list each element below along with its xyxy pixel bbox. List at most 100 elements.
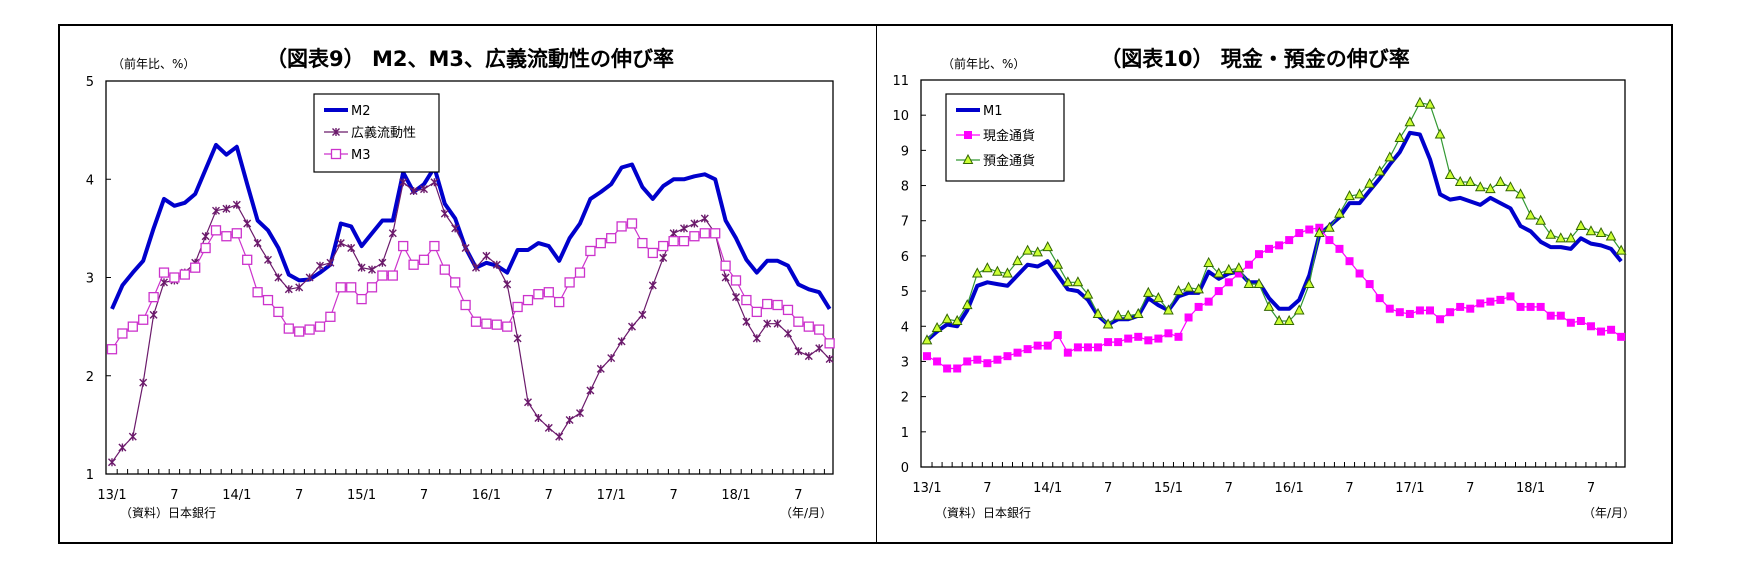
data-point bbox=[815, 344, 824, 353]
data-point bbox=[699, 228, 710, 239]
data-point bbox=[803, 321, 814, 332]
legend-label: 広義流動性 bbox=[351, 125, 416, 141]
data-point bbox=[983, 359, 992, 368]
data-point bbox=[430, 178, 439, 187]
data-point bbox=[1173, 285, 1184, 296]
data-point bbox=[398, 240, 409, 252]
data-point bbox=[534, 413, 543, 422]
data-point bbox=[1556, 311, 1565, 320]
data-point bbox=[1223, 263, 1235, 274]
data-point bbox=[1114, 338, 1123, 347]
data-point bbox=[210, 225, 222, 236]
data-point bbox=[710, 228, 721, 239]
data-point bbox=[933, 357, 942, 366]
y-tick-label: 3 bbox=[86, 272, 94, 287]
data-point bbox=[1213, 267, 1225, 278]
data-point bbox=[1283, 314, 1295, 325]
data-point bbox=[1585, 225, 1597, 236]
data-point bbox=[1134, 332, 1143, 341]
data-point bbox=[793, 316, 804, 327]
data-point bbox=[1033, 341, 1042, 350]
data-point bbox=[659, 253, 668, 262]
data-point bbox=[399, 178, 408, 187]
data-point bbox=[628, 322, 636, 331]
data-point bbox=[544, 423, 553, 432]
data-point bbox=[1154, 334, 1163, 343]
y-tick-label: 9 bbox=[901, 144, 909, 159]
data-point bbox=[212, 206, 220, 215]
data-point bbox=[222, 204, 231, 213]
data-point bbox=[1605, 230, 1617, 241]
data-point bbox=[387, 270, 398, 281]
data-point bbox=[1104, 338, 1113, 347]
x-tick-label: 17/1 bbox=[597, 488, 626, 503]
x-tick-label: 7 bbox=[669, 488, 677, 503]
data-point bbox=[1565, 232, 1577, 243]
series-1 bbox=[923, 223, 1626, 373]
data-point bbox=[160, 278, 168, 287]
data-point bbox=[555, 432, 564, 441]
series-line-2 bbox=[111, 222, 831, 350]
data-point bbox=[647, 247, 658, 259]
data-point bbox=[1042, 241, 1054, 252]
data-point bbox=[264, 255, 272, 264]
data-point bbox=[503, 280, 512, 289]
data-point bbox=[253, 239, 262, 248]
data-point bbox=[680, 224, 688, 233]
y-tick-label: 10 bbox=[892, 109, 909, 124]
data-point bbox=[325, 311, 336, 322]
data-point bbox=[1062, 276, 1074, 287]
data-point bbox=[1285, 236, 1294, 245]
data-point bbox=[368, 265, 376, 274]
data-point bbox=[1436, 315, 1445, 324]
legend-label: M1 bbox=[983, 104, 1003, 119]
data-point bbox=[1414, 96, 1426, 107]
data-point bbox=[1385, 304, 1394, 313]
data-point bbox=[149, 310, 158, 319]
x-tick-label: 7 bbox=[1345, 481, 1353, 496]
data-point bbox=[1615, 244, 1627, 255]
series-1 bbox=[108, 178, 834, 467]
data-point bbox=[429, 240, 440, 252]
y-tick-label: 6 bbox=[901, 250, 909, 265]
x-tick-label: 7 bbox=[1466, 481, 1474, 496]
data-point bbox=[700, 214, 709, 223]
data-point bbox=[1456, 302, 1465, 311]
data-point bbox=[1184, 313, 1193, 322]
chart2-title: （図表10） 現金・預金の伸び率 bbox=[1100, 47, 1410, 71]
y-tick-label: 2 bbox=[901, 391, 909, 406]
data-point bbox=[335, 282, 346, 293]
data-point bbox=[1474, 181, 1486, 192]
data-point bbox=[1092, 307, 1104, 318]
y-tick-label: 8 bbox=[901, 180, 909, 195]
data-point bbox=[668, 235, 679, 247]
x-tick-label: 7 bbox=[1225, 481, 1233, 496]
data-point bbox=[524, 398, 532, 407]
y-tick-label: 4 bbox=[901, 320, 909, 335]
legend-swatch-marker bbox=[332, 128, 340, 136]
data-point bbox=[522, 294, 534, 306]
data-point bbox=[824, 338, 835, 349]
data-point bbox=[1586, 322, 1595, 331]
x-tick-label: 18/1 bbox=[1516, 481, 1545, 496]
data-point bbox=[1486, 297, 1495, 306]
x-tick-label: 7 bbox=[170, 488, 178, 503]
data-point bbox=[1434, 128, 1446, 139]
x-tick-label: 7 bbox=[794, 488, 802, 503]
data-point bbox=[678, 235, 690, 247]
data-point bbox=[1344, 190, 1355, 201]
data-point bbox=[356, 293, 367, 305]
data-point bbox=[1365, 280, 1374, 289]
chart2-source: （資料）日本銀行 bbox=[935, 506, 1031, 520]
legend: M2 広義流動性 M3 bbox=[313, 93, 440, 173]
data-point bbox=[1354, 188, 1365, 199]
data-point bbox=[169, 272, 180, 283]
series-2 bbox=[106, 218, 835, 355]
y-tick-label: 0 bbox=[901, 461, 909, 476]
data-point bbox=[357, 263, 366, 272]
data-point bbox=[1446, 308, 1455, 317]
data-point bbox=[658, 240, 669, 252]
data-point bbox=[502, 321, 513, 332]
data-point bbox=[931, 321, 943, 333]
